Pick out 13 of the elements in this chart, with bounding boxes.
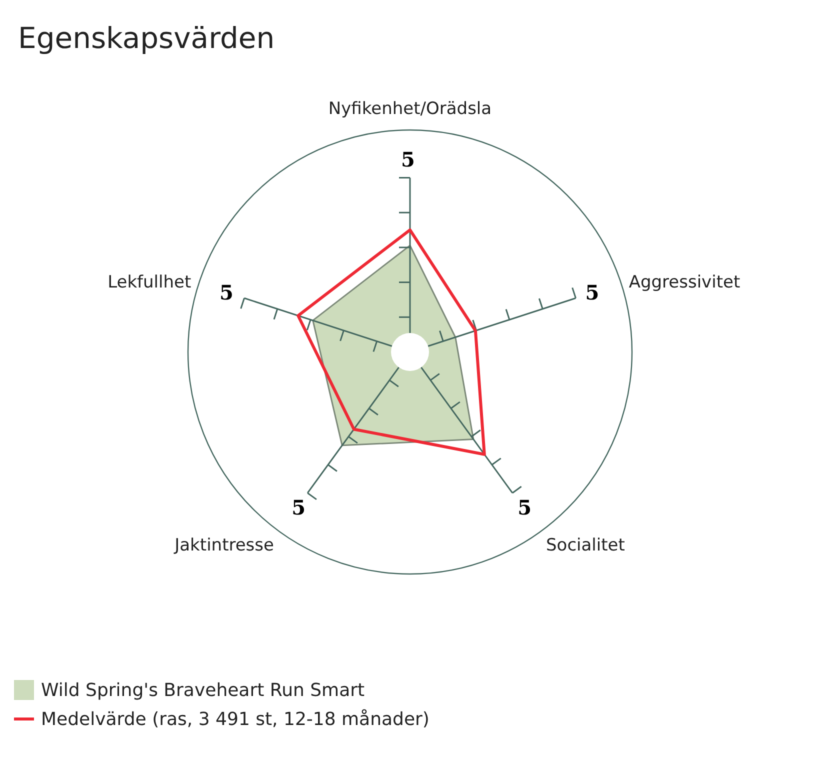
spoke-label: Nyfikenhet/Orädsla [328,99,492,119]
spoke-label: Jaktintresse [174,535,274,556]
text: 5 [401,148,415,172]
text: 5 [585,280,600,305]
text: 5 [292,496,306,520]
chart-title: Egenskapsvärden [18,21,275,55]
legend-label: Medelvärde (ras, 3 491 st, 12-18 månader) [41,709,430,730]
spoke-label: Socialitet [546,535,626,556]
spoke-label: Aggressivitet [628,272,740,293]
text: 5 [220,280,234,305]
spoke-label: Lekfullhet [108,272,192,293]
text: 5 [518,496,532,520]
legend-label: Wild Spring's Braveheart Run Smart [41,680,365,701]
